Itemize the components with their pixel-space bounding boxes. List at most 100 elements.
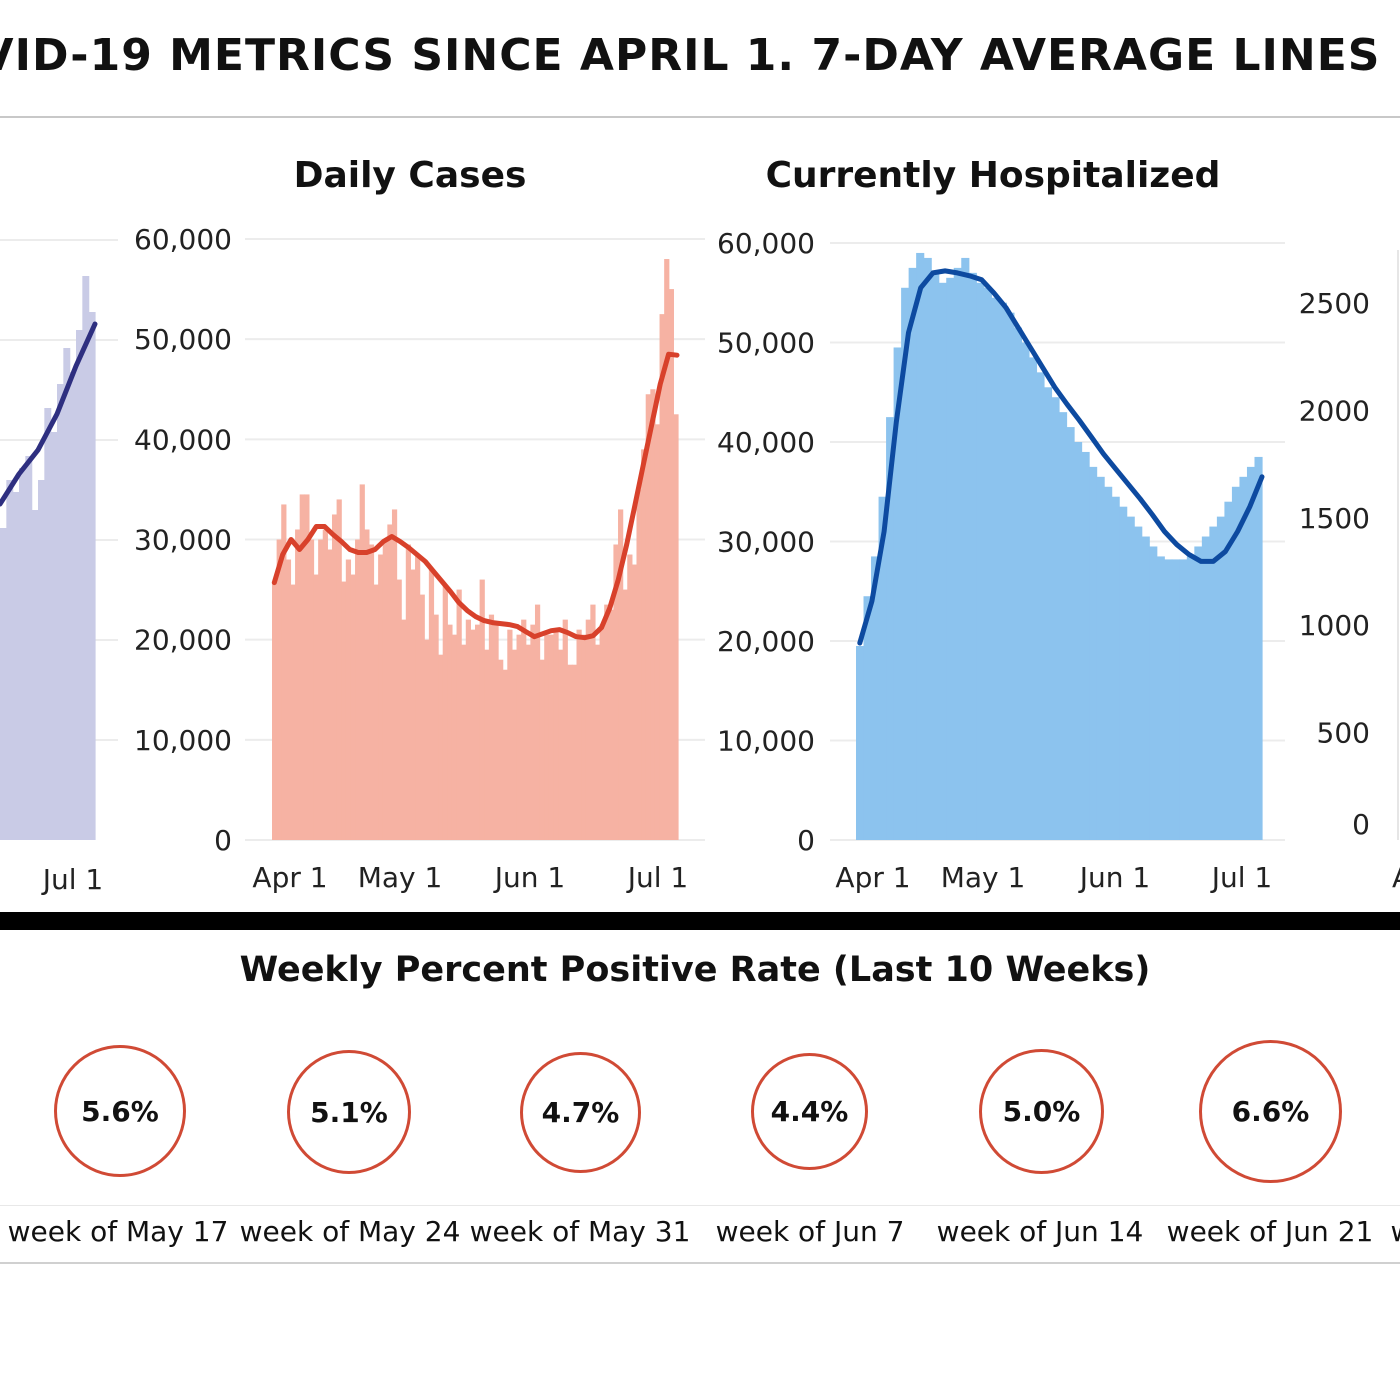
hospitalized-bar — [946, 277, 955, 840]
week-label-divider — [0, 1205, 1400, 1206]
cases-bar — [581, 634, 587, 840]
cases-bar — [511, 649, 518, 840]
hospitalized-bar — [1224, 501, 1233, 840]
tests-bar — [6, 480, 14, 840]
hospitalized-bar — [938, 282, 947, 840]
cases-bar — [558, 649, 564, 840]
hospitalized-bar — [863, 596, 872, 840]
hospitalized-bar — [1231, 486, 1241, 840]
right-axis-y-tick-label: 2000 — [1299, 394, 1370, 427]
hospitalized-bar — [983, 287, 992, 840]
hospitalized-bar — [1051, 397, 1060, 840]
rate-circle-1: 5.6% — [54, 1045, 186, 1177]
cases-y-tick-label: 10,000 — [134, 724, 232, 757]
cases-bar — [553, 629, 559, 840]
hospitalized-bar — [1074, 442, 1083, 840]
cases-bar — [442, 584, 448, 840]
cases-bar — [405, 544, 412, 840]
cases-bar — [664, 259, 670, 840]
cases-y-tick-label: 50,000 — [134, 323, 232, 356]
hospitalized-bar — [1096, 476, 1105, 840]
cases-bar — [599, 624, 605, 840]
tests-bar — [69, 372, 77, 840]
hospitalized-bar — [1149, 546, 1158, 840]
hospitalized-bar — [1246, 466, 1256, 840]
hospitalized-bar — [1156, 556, 1165, 840]
hospitalized-bar — [916, 252, 925, 840]
rate-label-3: week of May 31 — [469, 1215, 691, 1248]
cases-bar — [507, 629, 513, 840]
cases-bar — [539, 659, 545, 840]
tests-avg-line — [0, 321, 98, 507]
cases-bar — [295, 529, 301, 840]
cases-bar — [650, 389, 656, 840]
cases-bar — [290, 584, 296, 840]
tests-bar — [38, 480, 45, 840]
hospitalized-y-tick-label: 40,000 — [717, 426, 815, 459]
hospitalized-bar — [931, 272, 940, 841]
cases-bar — [571, 664, 578, 840]
cases-bar — [530, 624, 536, 840]
hospitalized-bar — [1201, 536, 1210, 840]
cases-bar — [631, 564, 638, 840]
cases-bar — [391, 509, 398, 840]
hospitalized-y-tick-label: 10,000 — [717, 725, 815, 758]
hospitalized-bar — [1006, 312, 1015, 840]
rate-label-2: week of May 24 — [239, 1215, 461, 1248]
cases-bar — [447, 624, 453, 840]
tests-bar — [25, 456, 33, 840]
right-axis-y-tick-label: 500 — [1317, 717, 1370, 750]
cases-bar — [576, 629, 582, 840]
cases-bar — [318, 539, 324, 840]
page-title: VID-19 METRICS SINCE APRIL 1. 7-DAY AVER… — [0, 30, 1381, 81]
tests-bar — [88, 312, 96, 840]
cases-bar — [451, 634, 458, 840]
hospitalized-bar — [1209, 526, 1218, 840]
cases-bar — [424, 639, 430, 840]
cases-bar — [401, 619, 407, 840]
cases-bar — [590, 604, 596, 840]
cases-bar — [387, 524, 393, 840]
hospitalized-bar — [856, 645, 865, 840]
cases-bar — [373, 584, 379, 840]
rate-circle-4: 4.4% — [751, 1053, 868, 1170]
hospitalized-bar — [908, 267, 917, 840]
daily-cases-title: Daily Cases — [293, 155, 527, 196]
cases-bar — [350, 574, 356, 840]
cases-bar — [618, 509, 624, 840]
cases-bar — [341, 581, 347, 840]
hospitalized-bar — [1134, 526, 1143, 840]
hospitalized-bar — [1059, 412, 1068, 840]
rate-label-1: week of May 17 — [7, 1215, 229, 1248]
cases-bar — [673, 414, 679, 840]
hospitalized-bar — [1119, 506, 1128, 840]
cases-bar — [285, 559, 292, 840]
cases-bar — [525, 644, 531, 840]
cases-bar — [336, 499, 342, 840]
hospitalized-bar — [901, 287, 910, 840]
hospitalized-chart: 0 10,000 20,000 30,000 40,000 50,000 60,000 Apr… — [717, 227, 1285, 894]
cases-bar — [659, 314, 665, 840]
tests-bar — [19, 468, 26, 840]
tests-bar — [50, 432, 58, 840]
tests-x-tick-label: Jul 1 — [41, 863, 104, 896]
cases-bar — [654, 424, 661, 840]
cases-bar — [608, 609, 615, 840]
cases-bar — [461, 644, 467, 840]
hospitalized-bar — [1111, 496, 1120, 840]
tests-bar — [31, 510, 39, 840]
hospitalized-bar — [1028, 357, 1038, 840]
cases-bar — [645, 394, 651, 840]
tests-bar — [82, 276, 90, 840]
cases-bar — [327, 549, 333, 840]
cases-bar — [345, 559, 352, 840]
cases-bar — [544, 634, 550, 840]
hospitalized-x-tick-label: Jun 1 — [1078, 861, 1150, 894]
bottom-divider — [0, 1262, 1400, 1264]
cases-bar — [355, 539, 361, 840]
cases-bar — [322, 529, 328, 840]
right-axis-chart: 0 500 1000 1500 2000 2500 A — [1299, 250, 1400, 894]
rate-circle-6: 6.6% — [1199, 1040, 1342, 1183]
cases-bar — [585, 619, 591, 840]
right-axis-y-tick-label: 2500 — [1299, 287, 1370, 320]
